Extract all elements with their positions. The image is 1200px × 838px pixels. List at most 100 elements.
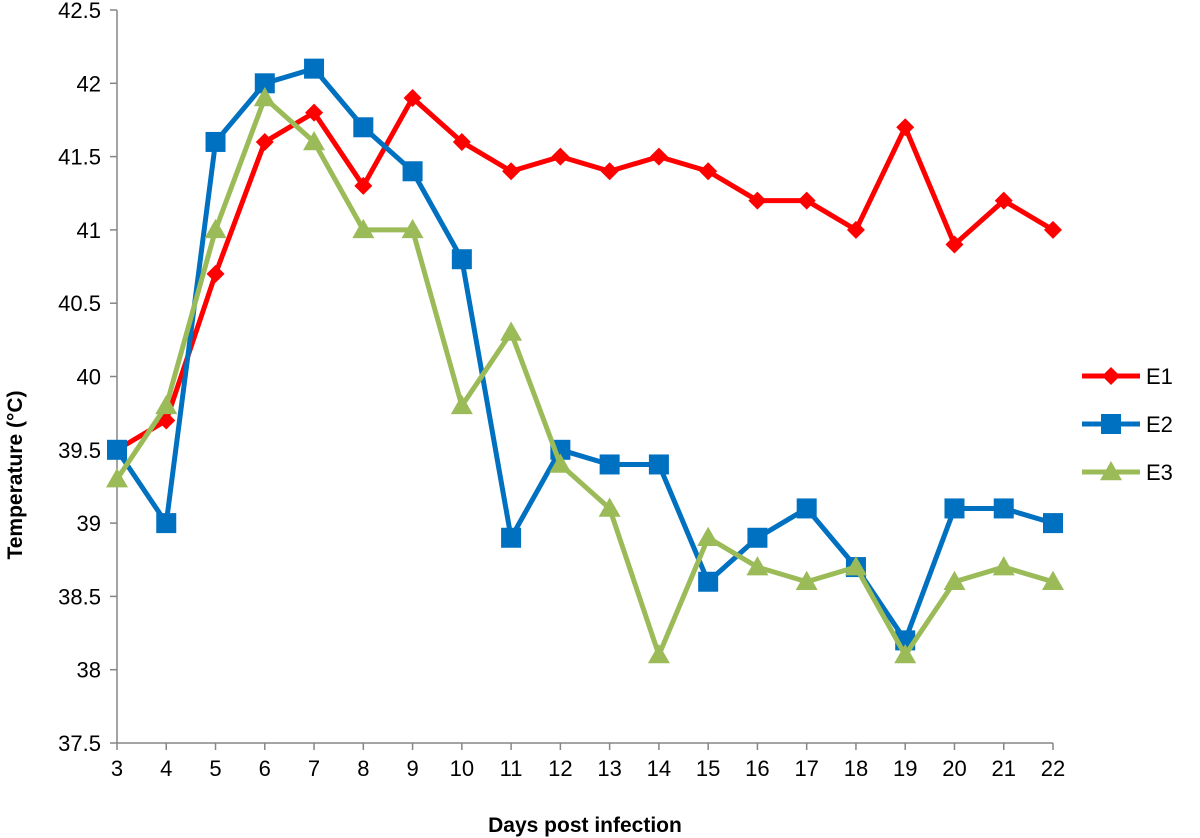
series-line-e3 [114, 95, 1054, 658]
data-point-e3 [204, 218, 227, 239]
y-axis-ticks: 37.5 38 38.5 39 39.5 40 40.5 41 41.5 42 42.5 [58, 0, 117, 756]
x-tick-label: 10 [450, 756, 474, 781]
data-point-e3 [352, 218, 375, 239]
data-point-e3 [401, 218, 424, 239]
legend-item-e3: E3 [1082, 460, 1173, 485]
data-point-e3 [894, 644, 917, 664]
data-point-e2 [156, 513, 177, 534]
data-point-e1 [945, 235, 964, 254]
data-point-e2 [205, 131, 226, 152]
x-tick-label: 13 [597, 756, 621, 781]
x-tick-label: 15 [696, 756, 720, 781]
data-point-e1 [748, 191, 767, 210]
y-tick-label: 37.5 [58, 731, 101, 756]
x-tick-label: 11 [500, 756, 523, 781]
y-tick-label: 42.5 [58, 0, 101, 23]
x-tick-label: 18 [844, 756, 868, 781]
data-point-e1 [994, 191, 1013, 210]
y-axis-title: Temperature (°C) [4, 390, 27, 559]
x-tick-label: 6 [259, 756, 271, 781]
data-point-e3 [155, 394, 178, 415]
data-point-e2 [747, 527, 768, 548]
data-point-e1 [354, 176, 373, 195]
y-tick-label: 39.5 [58, 438, 101, 463]
series-line-e1 [115, 95, 1055, 452]
data-point-e1 [502, 162, 521, 181]
x-tick-label: 9 [406, 756, 418, 781]
data-point-e3 [549, 453, 572, 473]
data-point-e2 [599, 454, 620, 475]
x-tick-label: 16 [745, 756, 769, 781]
data-point-e1 [305, 103, 324, 122]
y-tick-label: 42 [77, 71, 101, 96]
series-layer [106, 58, 1064, 664]
data-point-e1 [649, 147, 668, 166]
legend: E1 E2 E3 [1082, 364, 1173, 485]
data-point-e3 [106, 468, 128, 488]
data-point-e1 [846, 220, 865, 239]
y-tick-label: 40 [77, 365, 101, 390]
series-e3 [106, 86, 1064, 664]
x-tick-label: 14 [647, 756, 671, 781]
x-tick-label: 12 [548, 756, 572, 781]
x-axis-title: Days post infection [488, 814, 682, 837]
x-tick-label: 17 [794, 756, 818, 781]
x-tick-label: 20 [942, 756, 966, 781]
data-point-e2 [1043, 513, 1063, 534]
legend-item-e1: E1 [1082, 364, 1173, 389]
x-tick-label: 3 [111, 756, 123, 781]
legend-marker [1100, 461, 1122, 481]
y-tick-label: 39 [77, 511, 101, 536]
x-tick-label: 21 [991, 756, 1015, 781]
data-point-e2 [944, 498, 965, 519]
legend-label: E1 [1146, 364, 1173, 389]
data-point-e1 [896, 118, 915, 137]
data-point-e3 [647, 644, 670, 664]
data-point-e1 [551, 147, 570, 166]
data-point-e2 [796, 498, 817, 519]
data-point-e3 [253, 86, 276, 107]
x-tick-label: 5 [209, 756, 221, 781]
legend-marker [1101, 414, 1121, 434]
data-point-e3 [795, 570, 818, 590]
y-tick-label: 41.5 [58, 145, 101, 170]
data-point-e1 [403, 88, 422, 107]
data-point-e1 [255, 132, 274, 151]
series-e2 [107, 58, 1063, 651]
data-point-e3 [303, 130, 326, 151]
data-point-e2 [353, 117, 374, 138]
series-line-e2 [114, 66, 1054, 643]
data-point-e3 [844, 556, 867, 576]
data-point-e2 [304, 58, 325, 79]
data-point-e1 [452, 132, 471, 151]
legend-item-e2: E2 [1082, 412, 1173, 437]
data-point-e3 [943, 570, 966, 590]
data-point-e2 [254, 73, 275, 94]
data-point-e2 [402, 161, 423, 182]
legend-marker [1102, 367, 1120, 385]
data-point-e3 [1042, 570, 1064, 590]
series-e1 [108, 88, 1062, 459]
y-tick-label: 38.5 [58, 584, 101, 609]
data-point-e1 [600, 162, 619, 181]
data-point-e3 [992, 556, 1015, 576]
y-tick-label: 41 [77, 218, 101, 243]
x-tick-label: 4 [160, 756, 172, 781]
y-tick-label: 40.5 [58, 291, 101, 316]
data-point-e2 [107, 439, 127, 460]
y-tick-label: 38 [77, 658, 101, 683]
data-point-e1 [206, 264, 225, 283]
data-point-e2 [698, 571, 719, 592]
data-point-e1 [1044, 220, 1062, 239]
legend-label: E2 [1146, 412, 1173, 437]
data-point-e1 [699, 162, 718, 181]
data-point-e3 [746, 556, 769, 576]
x-tick-label: 8 [357, 756, 369, 781]
x-tick-label: 7 [308, 756, 320, 781]
data-point-e3 [598, 497, 621, 517]
x-axis-ticks: 3 4 5 6 7 8 9 10 11 12 13 14 15 16 17 18 19 20 21 22 [111, 743, 1065, 781]
data-point-e2 [993, 498, 1014, 519]
data-point-e3 [697, 526, 720, 547]
data-point-e2 [451, 249, 472, 270]
